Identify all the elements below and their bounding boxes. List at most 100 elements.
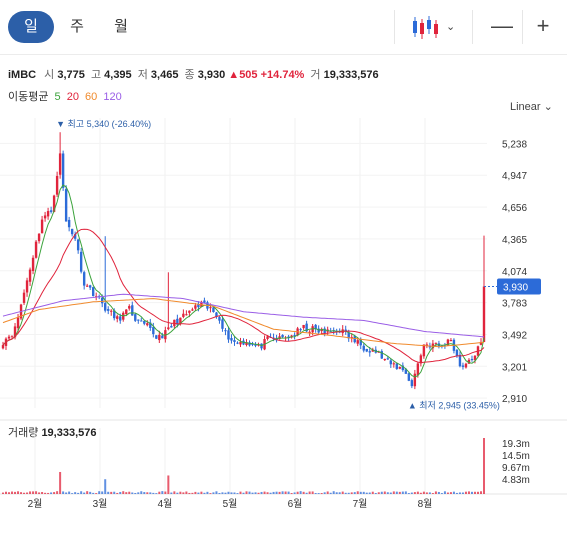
candle-body	[245, 342, 248, 345]
volume-bar	[212, 492, 215, 494]
volume-bar	[425, 492, 428, 494]
candle-body	[419, 355, 423, 364]
toolbar-divider	[394, 10, 395, 44]
tab-week[interactable]: 주	[70, 18, 84, 35]
zoom-in-button[interactable]: +	[528, 11, 558, 41]
volume-tick-label: 9.67m	[502, 463, 530, 474]
volume-bar	[266, 492, 269, 494]
candle-body	[458, 354, 462, 367]
candle-body	[464, 363, 468, 368]
candle-body	[185, 314, 188, 316]
volume-tick-label: 19.3m	[502, 439, 530, 450]
y-tick-label: 2,910	[502, 394, 527, 405]
chart-type-dropdown[interactable]: ⌄	[404, 12, 464, 42]
ma-20[interactable]: 20	[66, 91, 79, 103]
y-tick-label: 3,492	[502, 330, 527, 341]
y-tick-label: 3,783	[502, 299, 527, 310]
candle-body	[140, 320, 143, 322]
y-tick-label: 4,656	[502, 203, 527, 214]
candle-body	[182, 313, 185, 317]
volume-tick-label: 14.5m	[502, 451, 530, 462]
ma-60[interactable]: 60	[85, 91, 98, 103]
volume-bar	[341, 491, 344, 494]
volume-bar	[224, 492, 227, 494]
candle-body	[299, 329, 302, 331]
candle-body	[449, 340, 453, 342]
candle-body	[31, 257, 35, 272]
volume-bar	[176, 492, 179, 494]
volume-bar	[461, 492, 464, 494]
volume-bar	[227, 491, 230, 494]
volume-bar	[293, 492, 296, 494]
volume-bar	[356, 491, 359, 494]
volume-bar	[419, 492, 422, 494]
volume-bar	[275, 491, 278, 494]
tab-month[interactable]: 월	[114, 18, 128, 35]
volume-bar	[251, 492, 254, 494]
stock-info-bar: iMBC 시 3,775 고 4,395 저 3,465 종 3,930 ▲50…	[8, 66, 379, 82]
change-percent: +14.74%	[260, 69, 305, 81]
low-value: 3,465	[150, 69, 179, 81]
volume-bar	[242, 492, 245, 494]
candle-body	[161, 335, 164, 339]
low-annotation: ▲ 최저 2,945 (33.45%)	[408, 400, 500, 410]
candle-body	[275, 337, 278, 341]
volume-bar	[464, 491, 467, 494]
candle-body	[25, 280, 29, 293]
volume-bar	[458, 492, 461, 494]
volume-bar	[164, 491, 167, 494]
candle-body	[119, 316, 122, 321]
volume-bar	[287, 491, 290, 494]
volume-bar	[71, 493, 74, 494]
volume-bar	[140, 491, 143, 494]
volume-bar	[209, 493, 212, 494]
x-tick-label: 4월	[158, 498, 173, 510]
low-label: 저	[137, 69, 148, 81]
tab-day[interactable]: 일	[8, 11, 54, 43]
candle-body	[28, 269, 32, 282]
volume-bar	[278, 491, 281, 494]
candle-body	[167, 327, 170, 330]
zoom-out-button[interactable]: —	[487, 11, 517, 41]
candle-body	[146, 323, 149, 326]
ma60-line	[2, 298, 485, 348]
candle-body	[347, 332, 350, 339]
candle-body	[308, 331, 311, 333]
candle-body	[356, 340, 359, 344]
candle-body	[149, 322, 152, 328]
candle-body	[344, 329, 347, 332]
volume-bar	[440, 493, 443, 494]
candlestick-icon	[413, 16, 438, 39]
volume-bar	[155, 493, 158, 494]
volume-bar	[368, 492, 371, 494]
volume-bar	[17, 491, 20, 494]
candle-body	[281, 334, 284, 338]
volume-bar	[11, 491, 14, 494]
volume-bar	[143, 492, 146, 494]
volume-bar	[308, 491, 311, 494]
ma-120[interactable]: 120	[103, 91, 122, 103]
volume-bar	[230, 492, 233, 494]
volume-bar	[5, 491, 8, 494]
scale-dropdown[interactable]: Linear ⌄	[510, 100, 553, 113]
candle-body	[401, 365, 405, 371]
candle-body	[239, 342, 242, 345]
candle-body	[128, 306, 131, 309]
candle-body	[380, 351, 383, 359]
volume-bar	[173, 491, 176, 494]
volume-bar	[98, 491, 101, 494]
volume-bar	[434, 491, 437, 494]
volume-panel-value: 19,333,576	[41, 427, 97, 439]
toolbar-divider	[522, 10, 523, 44]
volume-panel-label: 거래량	[8, 427, 39, 439]
volume-tick-label: 4.83m	[502, 475, 530, 486]
candle-body	[107, 309, 110, 311]
ma5-line	[2, 184, 485, 378]
candle-body	[353, 336, 356, 343]
ma-5[interactable]: 5	[54, 91, 61, 103]
volume-bar	[329, 492, 332, 494]
volume-bar	[134, 492, 137, 494]
current-price-tag	[497, 278, 541, 295]
volume-bar	[197, 492, 200, 494]
